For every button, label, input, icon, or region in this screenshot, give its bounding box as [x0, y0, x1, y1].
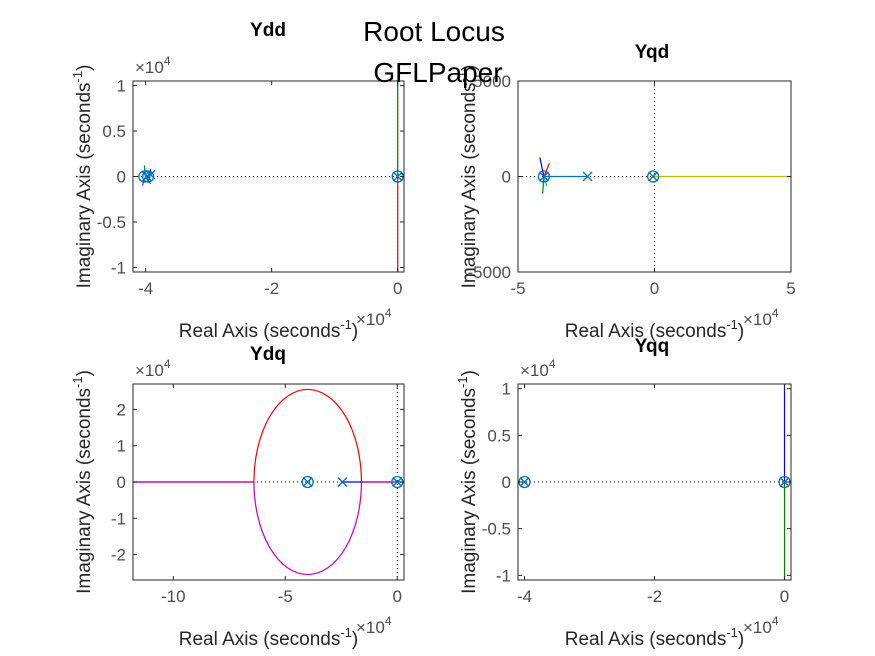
locus-branch-upper: [253, 389, 363, 483]
panel-title: Yqq: [635, 336, 669, 357]
y-axis-label: Imaginary Axis (seconds-1): [70, 65, 95, 289]
y-tick-label: -2: [111, 546, 126, 565]
panel-title: Yqd: [635, 42, 669, 63]
pole-marker: [519, 477, 530, 487]
y-tick-label: 2: [117, 400, 126, 419]
locus-branch-lower: [253, 481, 363, 575]
x-tick-label: -2: [264, 279, 279, 298]
pole-marker: [337, 477, 348, 487]
locus-area: [537, 157, 791, 194]
x-tick-label: 0: [780, 587, 789, 606]
y-tick-label: 1: [502, 380, 511, 399]
x-tick-label: -5: [510, 279, 525, 298]
pole-marker: [145, 169, 156, 180]
y-multiplier: ×104: [135, 54, 171, 77]
x-tick-label: -4: [138, 279, 153, 298]
x-axis-label: Real Axis (seconds-1): [179, 317, 358, 342]
y-tick-label: -1: [496, 566, 511, 585]
zero-marker: [646, 170, 660, 183]
y-tick-label: -0.5: [482, 520, 511, 539]
x-multiplier: ×104: [743, 614, 779, 637]
y-multiplier: ×104: [520, 357, 556, 380]
locus-branch: [539, 157, 545, 177]
y-axis-label: Imaginary Axis (seconds-1): [455, 370, 480, 594]
y-tick-label: -1: [111, 509, 126, 528]
locus-area: [518, 384, 791, 580]
pole-marker: [538, 171, 549, 182]
zero-marker: [141, 170, 155, 183]
x-axis-label: Real Axis (seconds-1): [565, 625, 744, 650]
x-tick-label: -10: [161, 587, 186, 606]
x-tick-label: -4: [517, 587, 532, 606]
pole-marker: [302, 477, 313, 487]
panel-title: Ydq: [250, 344, 286, 365]
y-tick-label: 0.5: [487, 426, 511, 445]
x-tick-label: 0: [650, 279, 659, 298]
x-axis-label: Real Axis (seconds-1): [179, 625, 358, 650]
zero-marker: [301, 475, 314, 489]
x-multiplier: ×104: [356, 614, 392, 637]
zero-marker: [138, 170, 151, 183]
y-axis-label: Imaginary Axis (seconds-1): [455, 65, 480, 289]
y-tick-label: 0: [502, 168, 511, 187]
y-tick-label: 1: [117, 77, 126, 96]
panel-title: Ydd: [250, 20, 286, 41]
pole-marker: [648, 171, 659, 182]
locus-branch: [541, 176, 545, 194]
zero-marker: [537, 170, 551, 183]
y-tick-label: -1: [111, 258, 126, 277]
x-tick-label: 0: [393, 587, 402, 606]
y-tick-label: 1: [117, 437, 126, 456]
x-tick-label: 0: [393, 279, 402, 298]
y-tick-label: 0: [117, 473, 126, 492]
y-axis-label: Imaginary Axis (seconds-1): [70, 370, 95, 594]
y-multiplier: ×104: [135, 357, 171, 380]
figure-subtitle: GFLPaper: [373, 57, 502, 88]
y-tick-label: -5000: [468, 263, 511, 282]
figure-title: Root Locus: [363, 16, 505, 47]
pole-marker: [392, 171, 403, 182]
x-tick-label: -5: [278, 587, 293, 606]
x-tick-label: 5: [786, 279, 795, 298]
y-tick-label: 0: [117, 168, 126, 187]
pole-marker: [779, 477, 790, 487]
locus-area: [133, 389, 404, 575]
y-tick-label: 0.5: [102, 122, 126, 141]
x-multiplier: ×104: [743, 306, 779, 329]
y-tick-label: -0.5: [97, 213, 126, 232]
pole-marker: [392, 477, 403, 487]
y-tick-label: 5000: [473, 72, 511, 91]
x-multiplier: ×104: [356, 306, 392, 329]
pole-marker: [582, 171, 593, 182]
locus-branch: [543, 162, 550, 177]
locus-area: [138, 81, 404, 272]
x-axis-label: Real Axis (seconds-1): [565, 317, 744, 342]
y-tick-label: 0: [502, 473, 511, 492]
x-tick-label: -2: [647, 587, 662, 606]
